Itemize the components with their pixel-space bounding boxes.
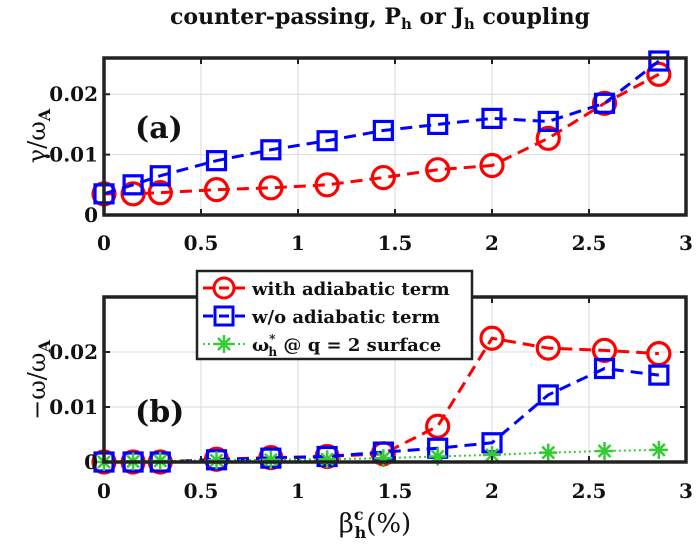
panel-b-series-line	[104, 366, 660, 464]
legend-item-with: with adiabatic term	[203, 276, 450, 300]
panel-a-point-with	[147, 180, 173, 206]
panel-a-xtick-label: 1	[291, 231, 305, 255]
panel-b-point-with	[591, 337, 618, 363]
panel-a-point-with	[314, 172, 340, 198]
panel-b-label: (b)	[135, 395, 184, 430]
panel-a-ylabel: γ/ωA	[23, 108, 54, 163]
panel-b-xtick-label: 2	[485, 479, 499, 503]
panel-a-point-wo	[372, 119, 394, 142]
panel-b-xtick-label: 3	[679, 479, 693, 503]
legend-swatch-wo-marker	[213, 305, 235, 327]
panel-a-xtick-label: 0	[97, 231, 111, 255]
panel-b-point-omega	[539, 443, 558, 462]
panel-a-ticks: 0 0.5 1 1.5 2 2.5 3 0 0.01 0.02	[49, 58, 693, 255]
panel-a-point-wo	[593, 92, 616, 114]
panel-a-point-with	[535, 125, 561, 151]
panel-a-xtick-label: 1.5	[378, 231, 413, 255]
panel-a-point-with	[120, 181, 146, 207]
legend: with adiabatic term w/o adiabatic term ω…	[195, 269, 474, 361]
panel-a-point-wo	[205, 150, 228, 172]
legend-label-wo: w/o adiabatic term	[251, 307, 440, 328]
panel-a-ytick-label: 0.01	[49, 143, 98, 167]
panel-a-point-with	[479, 152, 505, 179]
panel-a-point-with	[370, 164, 396, 191]
panel-a-point-wo	[648, 50, 670, 72]
panel-a: 0 0.5 1 1.5 2 2.5 3 0 0.01 0.02 (a) γ/ωA	[23, 50, 693, 255]
legend-swatch-omega-marker	[215, 335, 233, 353]
panel-b-point-omega	[649, 440, 668, 459]
panel-b-point-wo	[537, 384, 559, 406]
panel-a-point-with	[258, 175, 284, 201]
panel-b-ytick-label: 0.01	[49, 395, 98, 419]
legend-label-omega: ω* h @ q = 2 surface	[252, 332, 441, 359]
panel-a-point-wo	[260, 139, 282, 161]
panel-b-ylabel: −ω/ωA	[23, 340, 54, 420]
panel-b-xtick-label: 0.5	[184, 479, 219, 503]
panel-b-point-with	[535, 335, 561, 361]
chart-title: counter-passing, Ph or Jh coupling	[170, 4, 590, 33]
panel-b-ytick-label: 0	[84, 450, 98, 474]
legend-label-with: with adiabatic term	[251, 279, 450, 300]
legend-item-wo: w/o adiabatic term	[203, 305, 440, 328]
panel-a-point-wo	[149, 165, 171, 187]
panel-b-point-omega	[595, 442, 614, 460]
panel-b-xtick-label: 2.5	[572, 479, 607, 503]
panel-a-xtick-label: 2	[485, 231, 499, 255]
panel-a-point-wo	[537, 110, 559, 133]
legend-swatch-with-marker	[212, 276, 236, 300]
panel-a-point-wo	[316, 130, 338, 152]
panel-b-point-with	[425, 413, 451, 439]
panel-b: 0 0.5 1 1.5 2 2.5 3 0 0.01 0.02 (b) −ω/ωA βc h(%)	[23, 295, 693, 542]
panel-a-point-with	[591, 90, 618, 116]
panel-a-point-wo	[122, 174, 144, 196]
panel-b-ticks: 0 0.5 1 1.5 2 2.5 3 0 0.01 0.02	[49, 297, 693, 503]
panel-b-ytick-label: 0.02	[49, 340, 98, 364]
legend-item-omega: ω* h @ q = 2 surface	[203, 332, 441, 359]
panel-a-point-with	[646, 61, 672, 87]
panel-b-xtick-label: 0	[97, 479, 111, 503]
panel-a-xtick-label: 3	[679, 231, 693, 255]
panel-a-point-wo	[481, 107, 503, 129]
panel-a-label: (a)	[135, 111, 183, 146]
panel-a-point-with	[203, 177, 230, 203]
panel-b-point-with	[479, 325, 505, 351]
panel-a-series-line	[103, 59, 660, 196]
panel-a-series-line	[104, 72, 660, 196]
panel-a-point-wo	[427, 113, 449, 136]
panel-b-xtick-label: 1	[291, 479, 305, 503]
panel-a-ytick-label: 0	[84, 203, 98, 227]
panel-b-point-wo	[648, 364, 670, 386]
panel-b-point-wo	[593, 357, 616, 380]
panel-b-xlabel: βc h(%)	[339, 505, 411, 542]
panel-a-point-with	[425, 157, 451, 183]
panel-a-xtick-label: 0.5	[184, 231, 219, 255]
panel-a-xtick-label: 2.5	[572, 231, 607, 255]
panel-b-point-omega	[261, 450, 280, 469]
panel-a-series	[91, 50, 672, 207]
panel-b-xtick-label: 1.5	[378, 479, 413, 503]
panel-a-ytick-label: 0.02	[49, 82, 98, 106]
